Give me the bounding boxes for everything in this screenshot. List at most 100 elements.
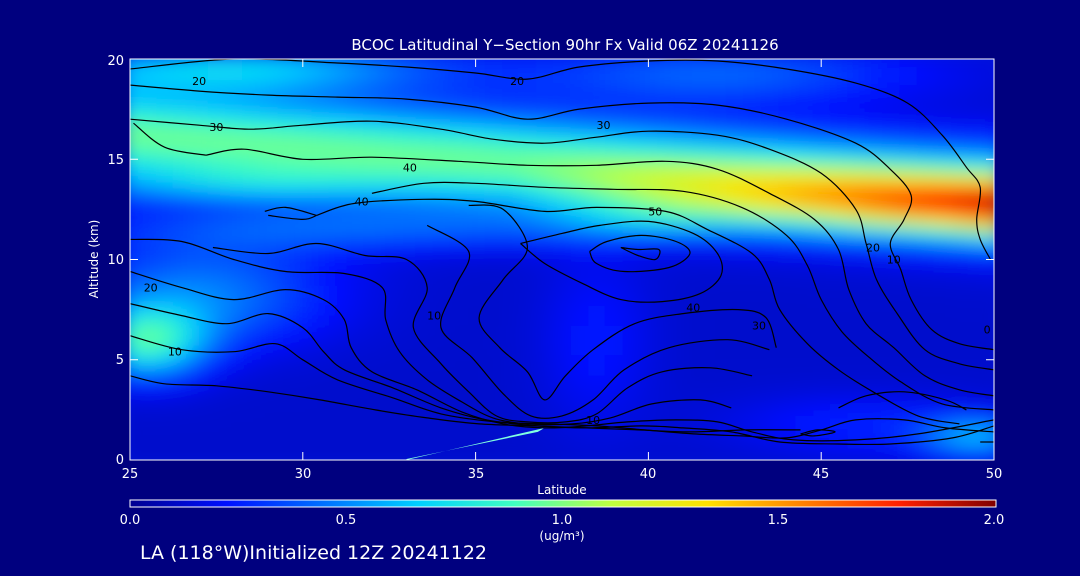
field-cell — [138, 184, 157, 196]
field-cell — [518, 455, 538, 460]
field-cell — [864, 204, 883, 216]
field-cell — [518, 154, 538, 166]
field-cell — [847, 154, 866, 166]
field-cell — [985, 144, 994, 156]
field-cell — [553, 324, 572, 336]
field-cell — [415, 104, 434, 116]
field-cell — [743, 254, 762, 266]
field-cell — [657, 274, 676, 286]
field-cell — [467, 154, 486, 166]
field-cell — [691, 244, 710, 256]
field-cell — [155, 354, 175, 366]
field-cell — [605, 204, 624, 216]
field-cell — [795, 224, 814, 236]
field-cell — [536, 214, 555, 226]
field-cell — [864, 374, 883, 386]
field-cell — [415, 344, 434, 356]
field-cell — [743, 334, 762, 346]
field-cell — [622, 164, 641, 176]
contour-line — [130, 270, 994, 442]
field-cell — [207, 334, 227, 346]
field-cell — [985, 64, 994, 75]
field-cell — [622, 104, 641, 116]
field-cell — [657, 204, 676, 216]
field-cell — [847, 214, 866, 226]
field-cell — [449, 344, 468, 356]
field-cell — [933, 344, 952, 356]
field-cell — [449, 424, 468, 436]
field-cell — [743, 274, 762, 286]
field-cell — [639, 64, 659, 75]
field-cell — [518, 294, 538, 306]
field-cell — [605, 334, 624, 346]
field-cell — [726, 224, 745, 236]
field-cell — [760, 414, 779, 426]
field-cell — [864, 384, 883, 396]
field-cell — [570, 304, 589, 316]
field-cell — [847, 344, 866, 356]
field-cell — [708, 384, 728, 396]
field-cell — [933, 254, 952, 266]
field-cell — [518, 264, 538, 276]
field-cell — [743, 384, 762, 396]
field-cell — [726, 374, 745, 386]
field-cell — [363, 154, 382, 166]
field-cell — [138, 445, 157, 456]
field-cell — [130, 194, 140, 206]
field-cell — [225, 234, 244, 246]
field-cell — [415, 414, 434, 426]
field-cell — [726, 94, 745, 106]
field-cell — [397, 424, 417, 436]
field-cell — [138, 364, 157, 376]
field-cell — [138, 274, 157, 286]
field-cell — [276, 124, 296, 136]
field-cell — [570, 144, 589, 156]
field-cell — [130, 284, 140, 296]
field-cell — [985, 374, 994, 386]
footer-run-info: LA (118°W)Initialized 12Z 20241122 — [140, 542, 487, 564]
field-cell — [726, 274, 745, 286]
field-cell — [933, 74, 952, 85]
contour-line — [205, 148, 994, 397]
field-cell — [553, 455, 572, 460]
field-cell — [950, 274, 970, 286]
field-cell — [916, 455, 935, 460]
field-cell — [467, 324, 486, 336]
field-cell — [432, 244, 451, 256]
field-cell — [415, 254, 434, 266]
field-cell — [363, 455, 382, 460]
field-cell — [812, 445, 831, 456]
field-cell — [639, 455, 659, 460]
field-cell — [311, 164, 330, 176]
field-cell — [138, 64, 157, 75]
field-cell — [363, 124, 382, 136]
field-cell — [933, 384, 952, 396]
field-cell — [985, 74, 994, 85]
field-cell — [397, 344, 417, 356]
field-cell — [328, 204, 347, 216]
field-cell — [346, 184, 365, 196]
field-cell — [501, 154, 520, 166]
y-tick-label: 5 — [116, 353, 124, 368]
field-cell — [311, 404, 330, 416]
field-cell — [605, 394, 624, 406]
field-cell — [570, 344, 589, 356]
field-cell — [795, 84, 814, 96]
field-cell — [691, 59, 710, 65]
field-cell — [467, 445, 486, 456]
field-cell — [130, 134, 140, 146]
field-cell — [346, 124, 365, 136]
field-cell — [760, 344, 779, 356]
field-cell — [570, 64, 589, 75]
field-cell — [657, 59, 676, 65]
field-cell — [950, 414, 970, 426]
field-cell — [155, 455, 175, 460]
field-cell — [778, 404, 797, 416]
field-cell — [916, 284, 935, 296]
field-cell — [881, 334, 900, 346]
field-cell — [881, 204, 900, 216]
field-cell — [812, 455, 831, 460]
field-cell — [501, 374, 520, 386]
field-cell — [225, 64, 244, 75]
field-cell — [328, 264, 347, 276]
